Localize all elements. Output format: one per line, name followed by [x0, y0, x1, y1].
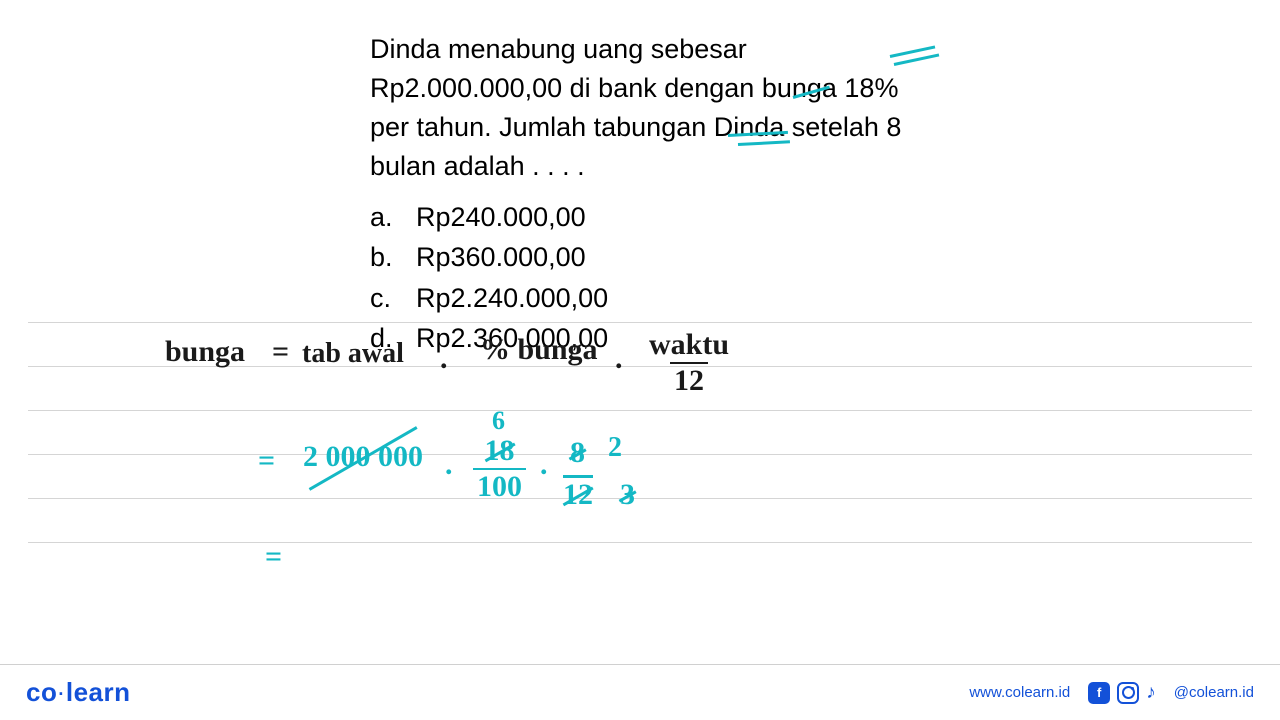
- social-icons: f ♪: [1088, 682, 1156, 704]
- option-value: Rp2.240.000,00: [416, 278, 608, 319]
- hw-waktu-num: waktu: [645, 328, 733, 362]
- option-label: a.: [370, 197, 416, 238]
- logo-learn: learn: [66, 677, 131, 707]
- tiktok-icon[interactable]: ♪: [1146, 682, 1156, 704]
- hw-twelve: 12: [563, 478, 593, 512]
- notebook-line: [28, 410, 1252, 454]
- option-b: b. Rp360.000,00: [370, 237, 930, 278]
- footer: co·learn www.colearn.id f ♪ @colearn.id: [0, 664, 1280, 720]
- option-value: Rp360.000,00: [416, 237, 586, 278]
- question-block: Dinda menabung uang sebesar Rp2.000.000,…: [370, 30, 930, 359]
- footer-right: www.colearn.id f ♪ @colearn.id: [969, 682, 1254, 704]
- notebook-line: [28, 542, 1252, 543]
- notebook-line: [28, 366, 1252, 410]
- option-label: b.: [370, 237, 416, 278]
- hw-equals-3: =: [265, 540, 282, 574]
- hw-equals-1: =: [272, 335, 289, 369]
- hw-two: 2: [608, 432, 622, 464]
- website-link[interactable]: www.colearn.id: [969, 684, 1070, 701]
- hw-hundred: 100: [473, 468, 526, 504]
- question-text: Dinda menabung uang sebesar Rp2.000.000,…: [370, 30, 930, 187]
- social-handle[interactable]: @colearn.id: [1174, 684, 1254, 701]
- hw-bunga-label: bunga: [165, 335, 245, 369]
- hw-eighteen: 18: [485, 434, 515, 467]
- hw-eight: 8: [570, 436, 585, 470]
- logo-co: co: [26, 677, 57, 707]
- brand-logo: co·learn: [26, 677, 131, 708]
- hw-dot-4: .: [540, 448, 548, 482]
- option-label: c.: [370, 278, 416, 319]
- hw-equals-2: =: [258, 444, 275, 478]
- hw-principal: 2 000 000: [303, 440, 423, 474]
- hw-three: 3: [620, 478, 635, 512]
- hw-dot-3: .: [445, 448, 453, 482]
- facebook-icon[interactable]: f: [1088, 682, 1110, 704]
- hw-dot-2: .: [615, 342, 623, 376]
- hw-18-over-100: 18 100: [473, 434, 526, 504]
- hw-waktu-fraction: waktu 12: [645, 328, 733, 398]
- hw-waktu-den: 12: [670, 362, 708, 398]
- option-a: a. Rp240.000,00: [370, 197, 930, 238]
- option-c: c. Rp2.240.000,00: [370, 278, 930, 319]
- instagram-icon[interactable]: [1117, 682, 1139, 704]
- hw-six: 6: [492, 406, 505, 436]
- hw-tab-awal: tab awal: [302, 338, 404, 370]
- hw-dot-1: .: [440, 342, 448, 376]
- option-value: Rp240.000,00: [416, 197, 586, 238]
- notebook-line: [28, 498, 1252, 542]
- logo-dot: ·: [58, 684, 65, 704]
- hw-percent-bunga: % bunga: [480, 333, 598, 367]
- notebook-line: [28, 454, 1252, 498]
